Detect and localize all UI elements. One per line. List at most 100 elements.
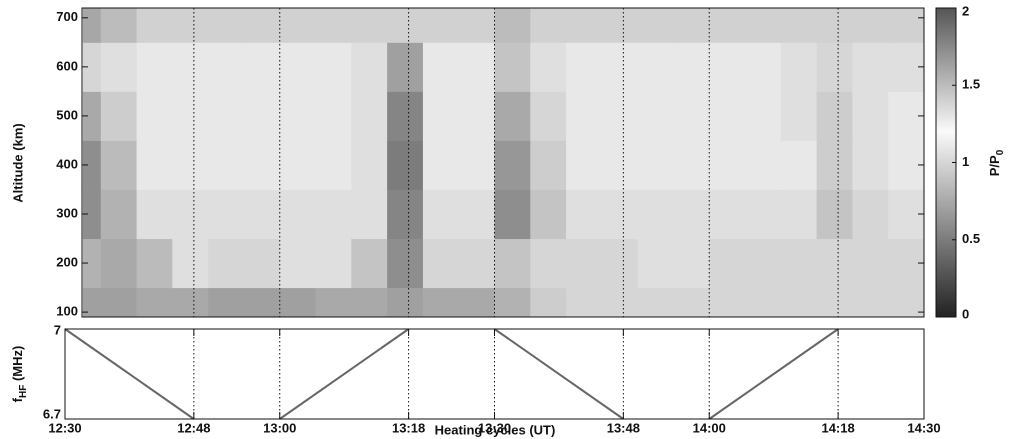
heatmap-cell (387, 8, 424, 43)
heatmap-cell (530, 238, 567, 289)
heatmap-cell (888, 8, 925, 43)
heatmap-cell (780, 8, 818, 43)
heatmap-cell (566, 189, 603, 240)
x-tick-label: 12:48 (177, 420, 210, 435)
heatmap-cell (351, 8, 388, 43)
heatmap-cell (82, 91, 102, 141)
heatmap-cell (315, 189, 352, 240)
heatmap-cell (745, 140, 782, 190)
heatmap-cell (494, 238, 531, 289)
heatmap-cell (745, 8, 782, 43)
heatmap-cell (601, 42, 639, 92)
heatmap-cell (82, 189, 102, 240)
heatmap-cell (566, 140, 603, 190)
heatmap-cell (780, 238, 818, 289)
heatmap-cell (566, 8, 603, 43)
y-tick-label: 300 (56, 205, 78, 220)
heatmap-cell (351, 238, 388, 289)
heatmap-cell (387, 91, 424, 141)
heatmap-cell (637, 42, 674, 92)
heatmap-cell (566, 42, 603, 92)
heatmap-cell (494, 8, 531, 43)
heatmap-cell (422, 238, 460, 289)
heatmap-cell (315, 91, 352, 141)
heatmap-cell (100, 91, 138, 141)
heatmap-cell (82, 42, 102, 92)
heatmap-cell (816, 189, 853, 240)
x-tick-label: 13:18 (392, 420, 425, 435)
x-tick-label: 13:30 (478, 420, 511, 435)
heatmap-cell (100, 287, 138, 318)
heatmap-cell (458, 8, 495, 43)
heatmap-cell (852, 42, 889, 92)
y-tick-label: 700 (56, 9, 78, 24)
heatmap-cell (243, 287, 281, 318)
heatmap-cell (243, 238, 281, 289)
x-tick-label: 12:30 (48, 420, 81, 435)
heatmap-cell (351, 287, 388, 318)
heatmap-cell (566, 238, 603, 289)
heatmap-cell (816, 8, 853, 43)
colorbar-tick-label: 0 (962, 306, 969, 321)
heatmap-cell (637, 189, 674, 240)
heatmap-cell (709, 91, 746, 141)
heatmap-cell (852, 8, 889, 43)
heatmap-cell (637, 8, 674, 43)
heatmap-cell (243, 8, 281, 43)
heatmap-cell (637, 91, 674, 141)
heatmap-cell (601, 8, 639, 43)
heatmap-cell (780, 189, 818, 240)
heatmap-cell (673, 287, 710, 318)
heatmap-cell (82, 287, 102, 318)
heatmap-cell (816, 287, 853, 318)
heatmap-cell (208, 91, 245, 141)
heatmap-cell (279, 287, 317, 318)
heatmap-cell (351, 140, 388, 190)
heatmap-cell (351, 91, 388, 141)
heatmap-cell (387, 238, 424, 289)
heatmap-cell (172, 8, 209, 43)
x-tick-label: 14:00 (693, 420, 726, 435)
heatmap-cell (458, 189, 495, 240)
heatmap-cell (780, 140, 818, 190)
heatmap-cell (601, 140, 639, 190)
heatmap-cell (530, 42, 567, 92)
x-axis-label: Heating cycles (UT) (435, 422, 556, 437)
heatmap-cell (494, 42, 531, 92)
heatmap-cell (530, 91, 567, 141)
heatmap-cell (601, 238, 639, 289)
heatmap-cell (530, 140, 567, 190)
heatmap-cell (709, 140, 746, 190)
heatmap-cell (458, 91, 495, 141)
heatmap-cell (100, 189, 138, 240)
heatmap-cell (422, 91, 460, 141)
heatmap-cell (136, 140, 173, 190)
heatmap-cell (673, 8, 710, 43)
frequency-line (64, 328, 195, 420)
frequency-line (708, 328, 839, 420)
heatmap-cell (243, 91, 281, 141)
heatmap-cell (243, 189, 281, 240)
heatmap-cell (279, 91, 317, 141)
heatmap-cell (566, 287, 603, 318)
heatmap-cell (816, 91, 853, 141)
y-tick-label: 200 (56, 254, 78, 269)
heatmap-cell (745, 238, 782, 289)
heatmap-cell (172, 287, 209, 318)
heatmap-cell (888, 287, 925, 318)
heatmap-cell (422, 42, 460, 92)
heatmap-cell (709, 238, 746, 289)
heatmap-cell (637, 238, 674, 289)
colorbar-tick-label: 0.5 (962, 231, 980, 246)
heatmap-cell (387, 42, 424, 92)
y-label-main: f (10, 397, 25, 402)
y-tick-label: 400 (56, 156, 78, 171)
heatmap-cell (351, 189, 388, 240)
heatmap-cell (243, 140, 281, 190)
heatmap-cell (136, 8, 173, 43)
heatmap-cell (494, 287, 531, 318)
heatmap-cell (780, 91, 818, 141)
heatmap-cell (136, 42, 173, 92)
heatmap-cell (673, 42, 710, 92)
